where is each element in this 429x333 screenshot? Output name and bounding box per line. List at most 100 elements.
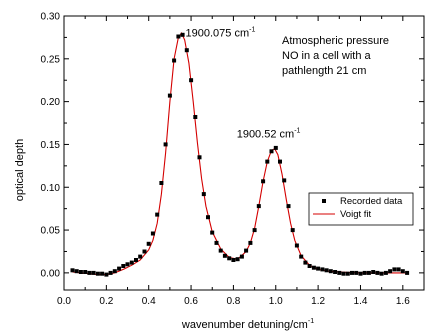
- data-point: [210, 230, 215, 235]
- legend-label-recorded-data: Recorded data: [340, 196, 403, 207]
- data-point: [104, 272, 109, 277]
- data-point: [290, 228, 295, 233]
- y-tick-label: 0.00: [41, 268, 61, 279]
- data-point: [134, 258, 138, 262]
- x-tick-label: 0.0: [57, 296, 71, 307]
- data-point: [354, 270, 359, 275]
- data-point: [180, 32, 185, 37]
- data-point: [358, 271, 363, 276]
- data-point: [155, 212, 160, 217]
- data-point: [303, 260, 308, 265]
- x-axis-title: wavenumber detuning/cm-1: [181, 318, 314, 331]
- data-point: [388, 269, 393, 274]
- data-point: [193, 115, 198, 119]
- data-point: [341, 271, 346, 276]
- data-point: [150, 231, 155, 236]
- y-tick-label: 0.15: [41, 140, 61, 151]
- y-tick-label: 0.25: [41, 54, 61, 65]
- x-tick-label: 0.6: [184, 296, 198, 307]
- data-point: [163, 142, 168, 147]
- data-point: [108, 270, 113, 275]
- data-point: [320, 267, 325, 272]
- data-point: [239, 254, 244, 259]
- data-point: [265, 159, 270, 164]
- data-point: [366, 270, 371, 275]
- note-line: pathlength 21 cm: [282, 65, 366, 77]
- legend-box: [308, 192, 414, 226]
- data-point: [383, 270, 388, 275]
- data-point: [350, 270, 354, 275]
- data-point: [261, 179, 266, 184]
- data-point: [91, 270, 96, 275]
- data-point: [129, 260, 134, 265]
- data-point: [146, 241, 151, 246]
- data-point: [316, 266, 321, 271]
- peak1-annotation: 1900.075 cm-1: [186, 26, 256, 39]
- peak2-annotation: 1900.52 cm-1: [237, 128, 301, 141]
- y-tick-label: 0.10: [41, 183, 61, 194]
- x-tick-label: 0.2: [99, 296, 113, 307]
- data-point: [362, 270, 367, 275]
- y-axis-title: optical depth: [14, 139, 26, 201]
- y-tick-labels: 0.00 0.05 0.10 0.15 0.20 0.25 0.30: [41, 12, 61, 280]
- data-point: [214, 240, 219, 245]
- x-tick-label: 1.6: [396, 296, 410, 307]
- data-point: [400, 269, 405, 274]
- data-point: [311, 265, 316, 270]
- data-point: [269, 149, 274, 154]
- data-point: [379, 271, 384, 276]
- data-point: [231, 258, 236, 262]
- data-point: [138, 254, 143, 259]
- data-point: [167, 93, 172, 98]
- recorded-data-series: [70, 32, 410, 277]
- data-point: [172, 58, 177, 63]
- data-point: [235, 257, 240, 262]
- data-point: [159, 181, 164, 185]
- data-point: [299, 254, 304, 259]
- data-point: [95, 271, 100, 276]
- data-point: [184, 48, 189, 53]
- data-point: [294, 243, 299, 248]
- note-line: NO in a cell with a: [282, 50, 372, 62]
- x-tick-labels: 0.0 0.2 0.4 0.6 0.8 1.0 1.2 1.4 1.6: [57, 296, 410, 307]
- data-point: [218, 248, 223, 253]
- data-point: [206, 215, 210, 220]
- data-point: [87, 270, 92, 275]
- data-point: [371, 270, 376, 274]
- data-point: [256, 204, 261, 209]
- legend-label-voigt-fit: Voigt fit: [340, 209, 372, 220]
- plot-frame: [63, 15, 425, 291]
- data-point: [222, 253, 227, 258]
- data-point: [121, 264, 126, 268]
- x-tick-label: 0.4: [142, 296, 156, 307]
- data-point: [197, 155, 202, 160]
- data-point: [337, 270, 342, 275]
- data-point: [252, 228, 257, 233]
- legend: Recorded data Voigt fit: [308, 192, 414, 226]
- data-point: [405, 270, 410, 275]
- note-line: Atmospheric pressure: [282, 35, 389, 47]
- data-point: [375, 270, 380, 275]
- note-annotation: Atmospheric pressure NO in a cell with a…: [282, 35, 389, 77]
- data-point: [328, 269, 333, 274]
- data-point: [125, 262, 130, 267]
- data-point: [78, 270, 83, 274]
- data-point: [201, 192, 206, 197]
- y-tick-label: 0.05: [41, 226, 61, 237]
- data-point: [278, 159, 282, 164]
- data-point: [333, 270, 338, 274]
- data-point: [189, 78, 194, 83]
- data-point: [273, 145, 278, 150]
- data-point: [117, 266, 122, 271]
- data-point: [227, 256, 232, 261]
- data-point: [142, 249, 147, 254]
- data-point: [244, 248, 249, 253]
- data-point: [392, 267, 397, 272]
- legend-marker-recorded-data: [322, 199, 326, 203]
- data-point: [176, 34, 181, 39]
- data-point: [70, 268, 75, 273]
- data-point: [100, 271, 105, 276]
- x-tick-label: 1.4: [354, 296, 368, 307]
- data-point: [83, 270, 88, 274]
